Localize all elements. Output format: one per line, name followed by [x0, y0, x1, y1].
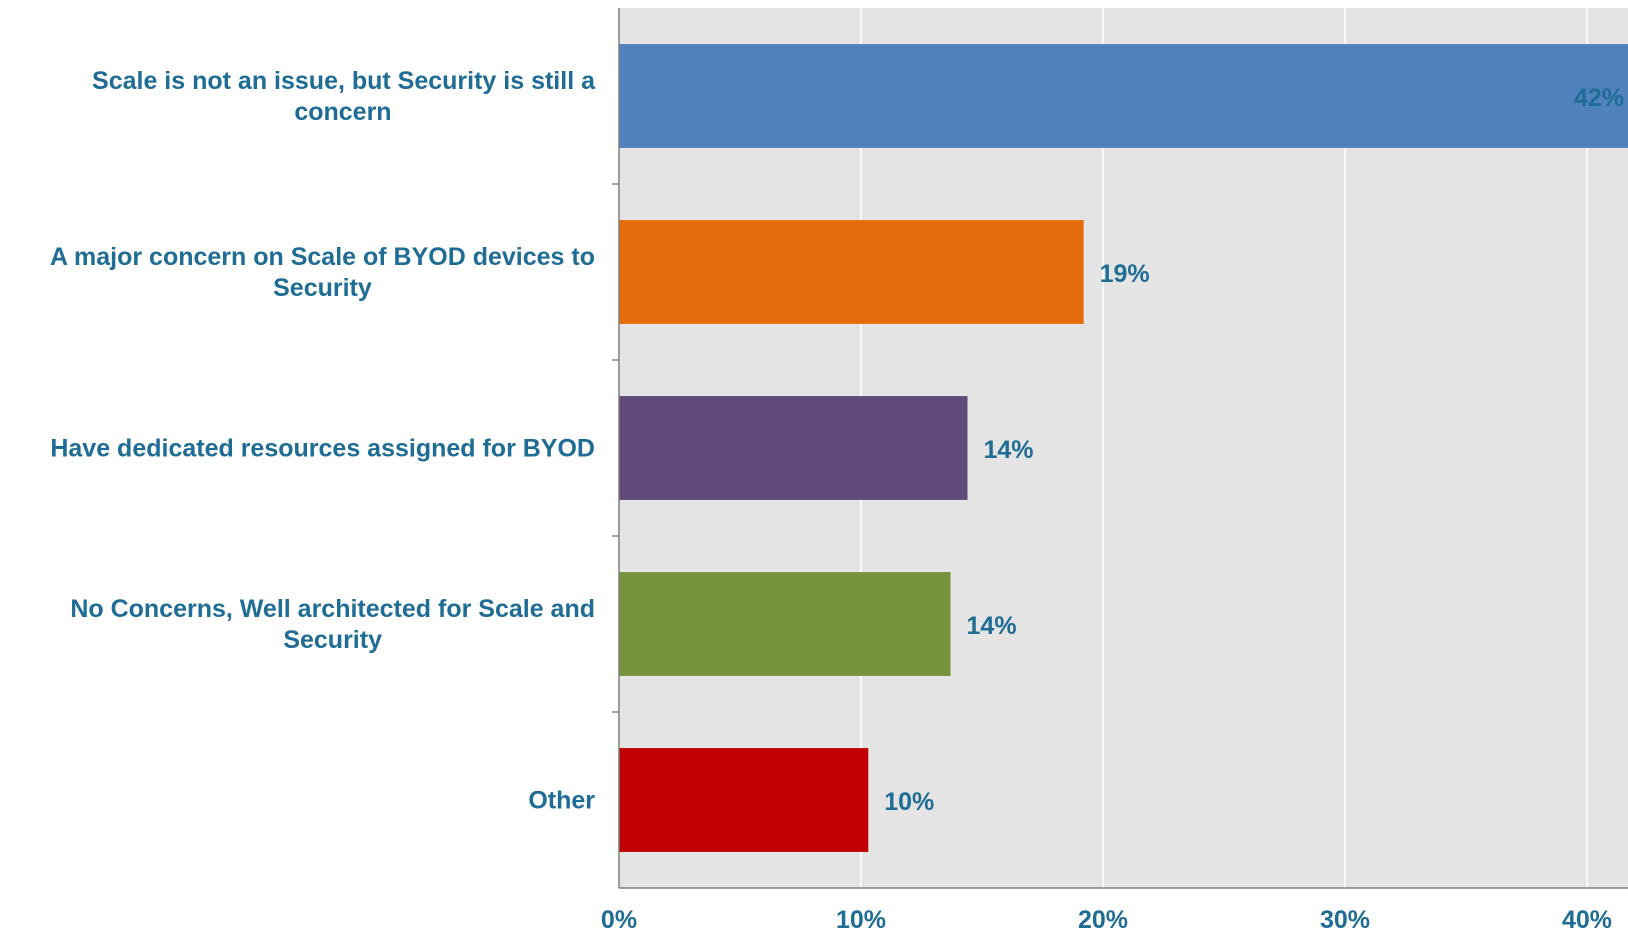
category-label-1-line-0: A major concern on Scale of BYOD devices… [50, 243, 595, 271]
bar-4 [619, 748, 869, 852]
category-label-4-line-0: Other [528, 787, 595, 815]
x-tick-label-40: 40% [1562, 906, 1612, 930]
data-label-4: 10% [884, 788, 934, 816]
labels: 42% Scale is not an issue, but Security i… [50, 67, 1624, 934]
data-label-1: 19% [1100, 260, 1150, 288]
bar-2 [619, 396, 968, 500]
category-label-3-line-1: Security [283, 626, 382, 654]
data-label-3: 14% [967, 612, 1017, 640]
x-tick-label-0: 0% [601, 906, 637, 930]
gridlines [860, 8, 1588, 888]
x-tick-label-20: 20% [1078, 906, 1128, 930]
category-label-1-line-1: Security [273, 274, 372, 302]
category-label-2-line-0: Have dedicated resources assigned for BY… [50, 435, 595, 463]
bar-0 [619, 44, 1628, 148]
category-label-0-line-0: Scale is not an issue, but Security is s… [92, 67, 596, 95]
bar-1 [619, 220, 1084, 324]
data-label-2: 14% [983, 436, 1033, 464]
data-label-0: 42% [1574, 84, 1624, 112]
bar-3 [619, 572, 951, 676]
axes [612, 8, 1628, 889]
x-tick-label-10: 10% [836, 906, 886, 930]
x-tick-label-30: 30% [1320, 906, 1370, 930]
category-label-0-line-1: concern [294, 98, 391, 126]
bars [619, 44, 1628, 852]
category-label-3-line-0: No Concerns, Well architected for Scale … [70, 595, 595, 623]
